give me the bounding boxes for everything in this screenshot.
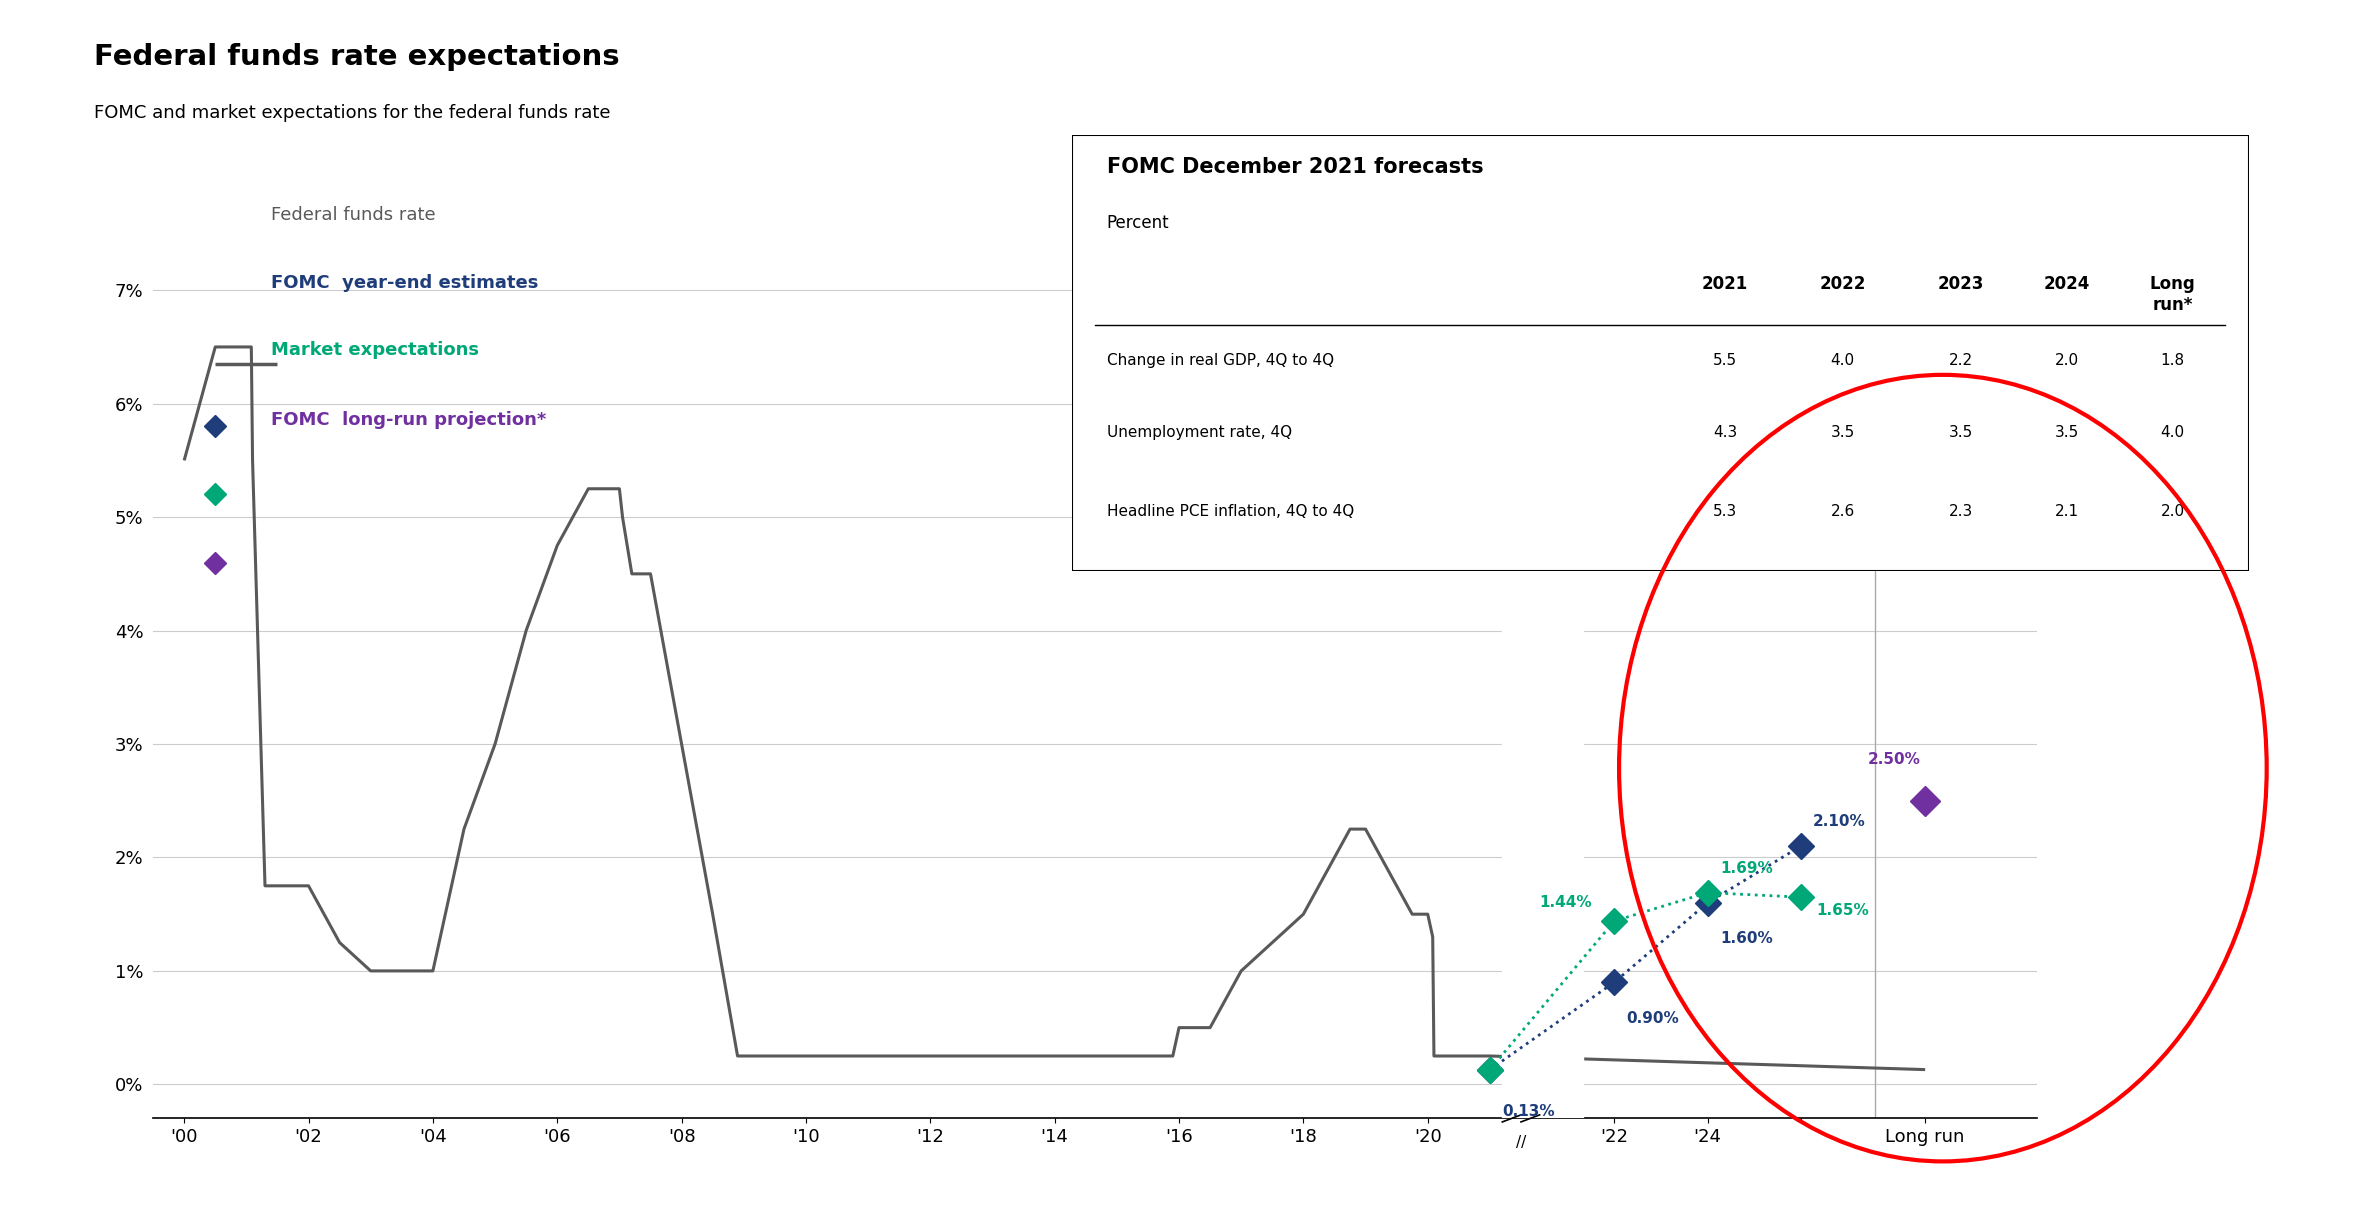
Text: 2022: 2022 [1820,275,1865,293]
Text: FOMC  long-run projection*: FOMC long-run projection* [271,412,546,429]
Text: Federal funds rate expectations: Federal funds rate expectations [94,43,619,71]
Text: 3.5: 3.5 [1948,425,1973,440]
Text: FOMC  year-end estimates: FOMC year-end estimates [271,274,539,291]
Text: FOMC December 2021 forecasts: FOMC December 2021 forecasts [1107,157,1484,177]
Text: 1.8: 1.8 [2160,354,2185,369]
Bar [1502,234,1583,1118]
FancyBboxPatch shape [1072,135,2249,571]
Text: Unemployment rate, 4Q: Unemployment rate, 4Q [1107,425,1293,440]
Text: FOMC and market expectations for the federal funds rate: FOMC and market expectations for the fed… [94,104,610,123]
Text: 1.65%: 1.65% [1816,903,1870,918]
Text: 2.10%: 2.10% [1813,814,1865,830]
Text: Federal funds rate: Federal funds rate [271,206,436,224]
Text: 2024: 2024 [2044,275,2089,293]
Text: 2.2: 2.2 [1948,354,1973,369]
Text: 4.0: 4.0 [1830,354,1856,369]
Text: 5.3: 5.3 [1712,504,1738,519]
Text: Percent: Percent [1107,214,1170,232]
Text: 1.69%: 1.69% [1719,860,1773,875]
Text: 0.90%: 0.90% [1627,1010,1679,1026]
Text: 2.0: 2.0 [2054,354,2079,369]
Text: Headline PCE inflation, 4Q to 4Q: Headline PCE inflation, 4Q to 4Q [1107,504,1354,519]
Text: Change in real GDP, 4Q to 4Q: Change in real GDP, 4Q to 4Q [1107,354,1333,369]
Text: 2.50%: 2.50% [1868,752,1922,767]
Text: //: // [1517,1136,1526,1150]
Text: 4.3: 4.3 [1712,425,1738,440]
Text: 2.1: 2.1 [2054,504,2079,519]
Text: 2.0: 2.0 [2160,504,2185,519]
Text: Market expectations: Market expectations [271,342,478,359]
Text: 1.44%: 1.44% [1540,895,1592,909]
Text: 4.0: 4.0 [2160,425,2185,440]
Text: 2.6: 2.6 [1830,504,1856,519]
Text: 2023: 2023 [1938,275,1983,293]
Text: 1.60%: 1.60% [1719,932,1773,946]
Text: Long
run*: Long run* [2150,275,2195,313]
Text: 2.3: 2.3 [1948,504,1973,519]
Text: 2021: 2021 [1703,275,1747,293]
Text: 3.5: 3.5 [2054,425,2079,440]
Text: 3.5: 3.5 [1830,425,1856,440]
Text: 0.13%: 0.13% [1502,1104,1554,1118]
Text: 5.5: 5.5 [1712,354,1738,369]
